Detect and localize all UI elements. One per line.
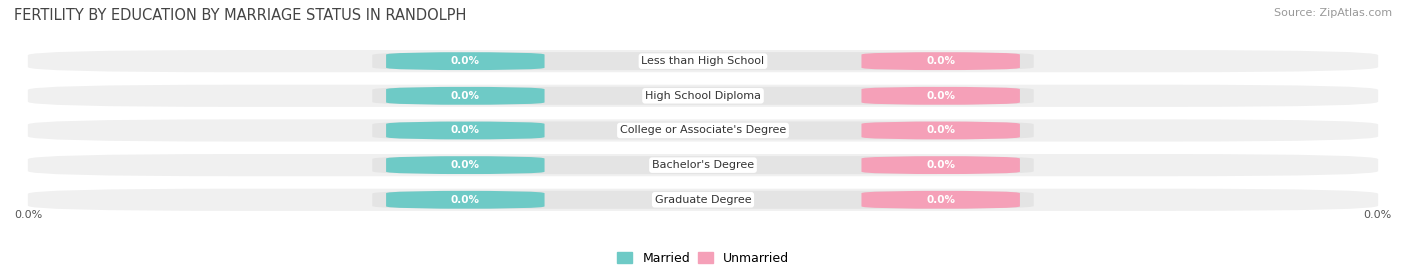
Text: 0.0%: 0.0%: [451, 125, 479, 136]
Text: 0.0%: 0.0%: [451, 160, 479, 170]
FancyBboxPatch shape: [28, 85, 1378, 107]
FancyBboxPatch shape: [862, 121, 1019, 139]
Text: Source: ZipAtlas.com: Source: ZipAtlas.com: [1274, 8, 1392, 18]
FancyBboxPatch shape: [862, 52, 1019, 70]
Text: 0.0%: 0.0%: [927, 56, 955, 66]
FancyBboxPatch shape: [28, 189, 1378, 211]
FancyBboxPatch shape: [373, 87, 1033, 105]
FancyBboxPatch shape: [28, 119, 1378, 141]
Text: 0.0%: 0.0%: [927, 160, 955, 170]
FancyBboxPatch shape: [373, 121, 1033, 139]
FancyBboxPatch shape: [387, 121, 544, 139]
FancyBboxPatch shape: [28, 50, 1378, 72]
Text: 0.0%: 0.0%: [927, 195, 955, 205]
Text: 0.0%: 0.0%: [451, 195, 479, 205]
Text: 0.0%: 0.0%: [451, 56, 479, 66]
Text: High School Diploma: High School Diploma: [645, 91, 761, 101]
FancyBboxPatch shape: [862, 87, 1019, 105]
FancyBboxPatch shape: [862, 191, 1019, 209]
Text: 0.0%: 0.0%: [451, 91, 479, 101]
Legend: Married, Unmarried: Married, Unmarried: [617, 252, 789, 265]
Text: College or Associate's Degree: College or Associate's Degree: [620, 125, 786, 136]
FancyBboxPatch shape: [387, 156, 544, 174]
Text: 0.0%: 0.0%: [1364, 210, 1392, 220]
FancyBboxPatch shape: [387, 191, 544, 209]
FancyBboxPatch shape: [862, 156, 1019, 174]
FancyBboxPatch shape: [373, 191, 1033, 209]
Text: Graduate Degree: Graduate Degree: [655, 195, 751, 205]
FancyBboxPatch shape: [28, 154, 1378, 176]
Text: FERTILITY BY EDUCATION BY MARRIAGE STATUS IN RANDOLPH: FERTILITY BY EDUCATION BY MARRIAGE STATU…: [14, 8, 467, 23]
Text: 0.0%: 0.0%: [14, 210, 42, 220]
Text: Less than High School: Less than High School: [641, 56, 765, 66]
FancyBboxPatch shape: [373, 156, 1033, 174]
Text: 0.0%: 0.0%: [927, 125, 955, 136]
FancyBboxPatch shape: [373, 52, 1033, 70]
FancyBboxPatch shape: [387, 87, 544, 105]
Text: Bachelor's Degree: Bachelor's Degree: [652, 160, 754, 170]
FancyBboxPatch shape: [387, 52, 544, 70]
Text: 0.0%: 0.0%: [927, 91, 955, 101]
